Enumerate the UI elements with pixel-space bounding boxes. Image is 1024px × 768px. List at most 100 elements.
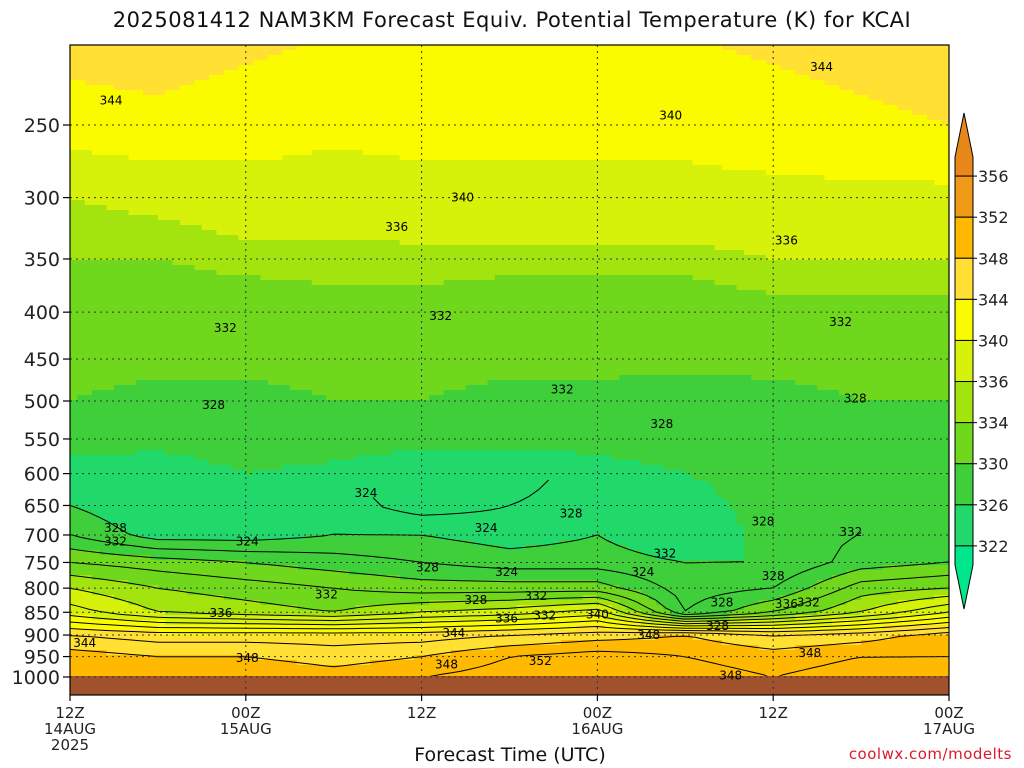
field-cell bbox=[546, 120, 555, 126]
field-cell bbox=[524, 105, 533, 111]
field-cell bbox=[392, 55, 401, 61]
field-cell bbox=[780, 105, 789, 111]
field-cell bbox=[824, 110, 833, 116]
field-cell bbox=[516, 75, 525, 81]
field-cell bbox=[231, 195, 240, 201]
field-cell bbox=[516, 95, 525, 101]
field-cell bbox=[802, 100, 811, 106]
field-cell bbox=[582, 205, 591, 211]
field-cell bbox=[809, 50, 818, 56]
field-cell bbox=[648, 80, 657, 86]
field-cell bbox=[634, 155, 642, 161]
field-cell bbox=[84, 175, 93, 181]
field-cell bbox=[282, 100, 291, 106]
field-cell bbox=[348, 100, 357, 106]
field-cell bbox=[143, 220, 152, 226]
field-cell bbox=[648, 70, 657, 76]
field-cell bbox=[707, 175, 716, 181]
field-cell bbox=[384, 100, 393, 106]
field-cell bbox=[824, 150, 833, 156]
field-cell bbox=[773, 195, 782, 201]
field-cell bbox=[363, 70, 371, 76]
field-cell bbox=[531, 215, 540, 221]
field-cell bbox=[743, 55, 752, 61]
field-cell bbox=[597, 165, 606, 171]
field-cell bbox=[267, 65, 276, 71]
field-cell bbox=[267, 45, 276, 51]
field-cell bbox=[927, 185, 935, 191]
field-cell bbox=[795, 200, 804, 206]
field-cell bbox=[641, 115, 650, 121]
field-cell bbox=[260, 45, 269, 51]
field-cell bbox=[150, 145, 159, 151]
field-cell bbox=[575, 200, 584, 206]
field-cell bbox=[194, 120, 203, 126]
field-cell bbox=[831, 135, 840, 141]
field-cell bbox=[260, 115, 269, 121]
field-cell bbox=[743, 120, 752, 126]
field-cell bbox=[297, 90, 305, 96]
field-cell bbox=[436, 65, 445, 71]
field-cell bbox=[399, 65, 408, 71]
field-cell bbox=[348, 215, 357, 221]
field-cell bbox=[773, 85, 782, 91]
field-cell bbox=[157, 90, 166, 96]
field-cell bbox=[70, 80, 78, 86]
field-cell bbox=[905, 185, 913, 191]
field-cell bbox=[934, 75, 943, 81]
field-cell bbox=[443, 150, 452, 156]
field-cell bbox=[663, 65, 672, 71]
field-cell bbox=[868, 160, 877, 166]
field-cell bbox=[238, 115, 247, 121]
field-cell bbox=[787, 165, 796, 171]
field-cell bbox=[282, 60, 291, 66]
field-cell bbox=[326, 135, 335, 141]
field-cell bbox=[765, 150, 774, 156]
field-cell bbox=[846, 240, 855, 246]
field-cell bbox=[348, 70, 357, 76]
field-cell bbox=[275, 195, 284, 201]
field-cell bbox=[355, 75, 364, 81]
field-cell bbox=[487, 45, 496, 51]
field-cell bbox=[809, 130, 818, 136]
field-cell bbox=[341, 225, 349, 231]
field-cell bbox=[795, 80, 804, 86]
field-cell bbox=[861, 190, 870, 196]
field-cell bbox=[809, 185, 818, 191]
field-cell bbox=[612, 130, 620, 136]
field-cell bbox=[648, 180, 657, 186]
field-cell bbox=[868, 110, 877, 116]
field-cell bbox=[663, 230, 672, 236]
field-cell bbox=[421, 50, 430, 56]
field-cell bbox=[714, 115, 723, 121]
field-cell bbox=[245, 225, 254, 231]
field-cell bbox=[179, 135, 188, 141]
field-cell bbox=[502, 135, 511, 141]
field-cell bbox=[179, 195, 188, 201]
field-cell bbox=[282, 135, 291, 141]
field-cell bbox=[377, 60, 386, 66]
field-cell bbox=[304, 250, 313, 256]
field-cell bbox=[77, 95, 86, 101]
field-cell bbox=[597, 135, 606, 141]
field-cell bbox=[861, 150, 870, 156]
field-cell bbox=[919, 140, 928, 146]
field-cell bbox=[597, 110, 606, 116]
field-cell bbox=[128, 160, 137, 166]
field-cell bbox=[831, 45, 840, 51]
field-cell bbox=[751, 115, 760, 121]
field-cell bbox=[494, 85, 503, 91]
field-cell bbox=[77, 80, 86, 86]
field-cell bbox=[941, 130, 949, 136]
field-cell bbox=[729, 75, 738, 81]
field-cell bbox=[912, 75, 921, 81]
field-cell bbox=[656, 140, 664, 146]
field-cell bbox=[245, 155, 254, 161]
field-cell bbox=[765, 175, 774, 181]
field-cell bbox=[245, 185, 254, 191]
field-cell bbox=[560, 225, 569, 231]
field-cell bbox=[670, 205, 679, 211]
field-cell bbox=[831, 95, 840, 101]
field-cell bbox=[428, 220, 437, 226]
field-cell bbox=[275, 215, 284, 221]
